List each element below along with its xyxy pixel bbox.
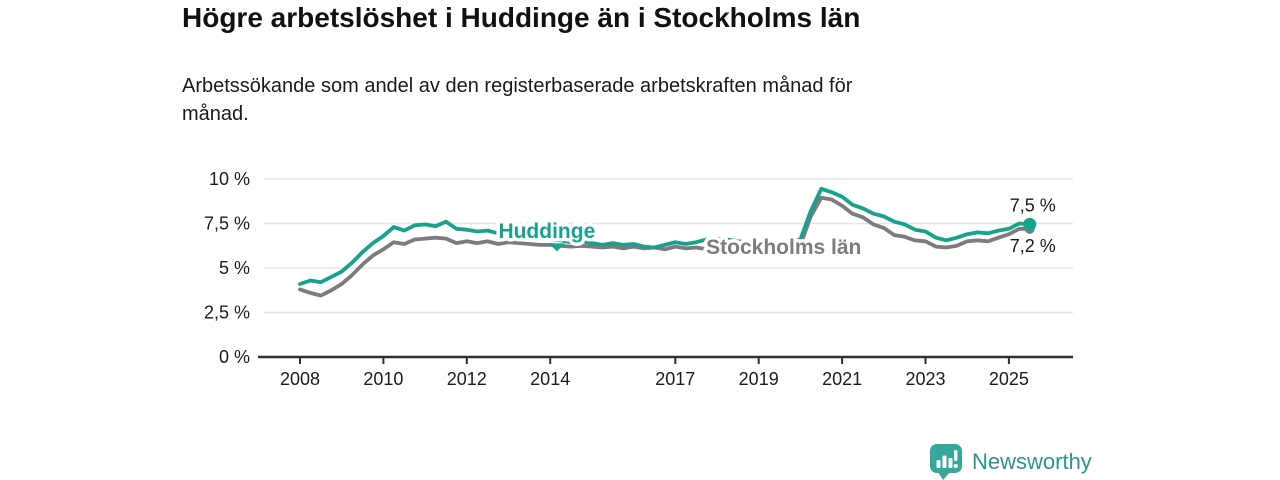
page-title: Högre arbetslöshet i Huddinge än i Stock… xyxy=(182,2,861,33)
x-tick-label: 2017 xyxy=(655,369,695,389)
y-tick-label: 2,5 % xyxy=(204,303,250,323)
y-tick-label: 0 % xyxy=(219,347,250,367)
series-end-value-label: 7,5 % xyxy=(1010,195,1056,215)
series-end-dot xyxy=(1023,217,1037,231)
series-name-label: Stockholms län xyxy=(706,236,861,259)
chart-subtitle: Arbetssökande som andel av den registerb… xyxy=(182,75,853,125)
x-tick-label: 2021 xyxy=(822,369,862,389)
series-line-stockholms-lan xyxy=(298,195,1032,298)
x-tick-label: 2019 xyxy=(739,369,779,389)
y-tick-label: 5 % xyxy=(219,258,250,278)
x-tick-label: 2008 xyxy=(280,369,320,389)
y-tick-label: 10 % xyxy=(209,169,250,189)
x-tick-label: 2025 xyxy=(989,369,1029,389)
x-tick-label: 2010 xyxy=(363,369,403,389)
x-tick-label: 2014 xyxy=(530,369,570,389)
label-pointer-triangle-icon xyxy=(548,243,565,252)
series-name-label: Huddinge xyxy=(498,220,595,243)
x-tick-label: 2023 xyxy=(905,369,945,389)
newsworthy-barchart-pin-icon xyxy=(930,444,962,480)
brand-name: Newsworthy xyxy=(972,448,1092,474)
series-line-huddinge xyxy=(298,186,1032,286)
y-tick-label: 7,5 % xyxy=(204,214,250,234)
brand-footer: Newsworthy xyxy=(929,443,1092,480)
x-tick-label: 2012 xyxy=(447,369,487,389)
series-end-value-label: 7,2 % xyxy=(1010,236,1056,256)
